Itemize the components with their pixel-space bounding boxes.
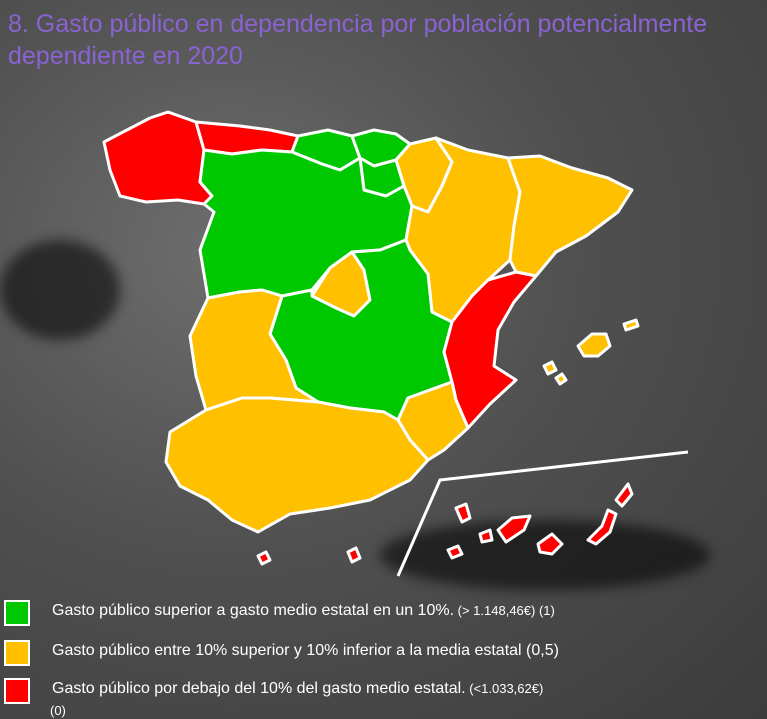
region-canarias[interactable] — [446, 544, 464, 560]
region-baleares[interactable] — [622, 318, 640, 332]
region-canarias[interactable] — [496, 514, 532, 544]
region-baleares[interactable] — [542, 360, 558, 376]
region-andalucia[interactable] — [164, 396, 430, 534]
legend-swatch-amber — [4, 640, 30, 666]
legend-label: Gasto público superior a gasto medio est… — [52, 600, 555, 622]
legend-item: Gasto público superior a gasto medio est… — [4, 600, 555, 630]
legend-item: Gasto público por debajo del 10% del gas… — [4, 678, 543, 708]
region-melilla[interactable] — [346, 546, 362, 564]
legend-swatch-green — [4, 600, 30, 626]
legend-tail: (0) — [50, 703, 66, 718]
legend-note: (> 1.148,46€) (1) — [454, 603, 555, 618]
region-baleares[interactable] — [554, 372, 568, 386]
legend-text: Gasto público por debajo del 10% del gas… — [52, 680, 466, 697]
background-shadow — [0, 240, 120, 340]
region-valencia[interactable] — [442, 270, 538, 430]
region-baleares[interactable] — [576, 332, 612, 358]
region-canarias[interactable] — [536, 532, 564, 556]
region-extremadura[interactable] — [188, 288, 320, 412]
legend-swatch-red — [4, 678, 30, 704]
legend-label: Gasto público por debajo del 10% del gas… — [52, 678, 543, 700]
background-shadow — [380, 520, 710, 590]
region-canarias[interactable] — [586, 508, 618, 546]
region-ceuta[interactable] — [256, 550, 272, 566]
region-canarias[interactable] — [454, 502, 472, 524]
page-title: 8. Gasto público en dependencia por pobl… — [8, 10, 708, 70]
region-canarias[interactable] — [614, 482, 634, 508]
legend-text: Gasto público superior a gasto medio est… — [52, 602, 455, 619]
legend-item: Gasto público entre 10% superior y 10% i… — [4, 640, 559, 670]
region-canarias[interactable] — [478, 528, 494, 544]
legend-label: Gasto público entre 10% superior y 10% i… — [52, 642, 559, 659]
region-cataluna[interactable] — [506, 154, 634, 278]
region-asturias[interactable] — [194, 120, 300, 156]
canary-inset-border — [396, 450, 689, 577]
legend-note: (<1.033,62€) — [465, 681, 544, 696]
